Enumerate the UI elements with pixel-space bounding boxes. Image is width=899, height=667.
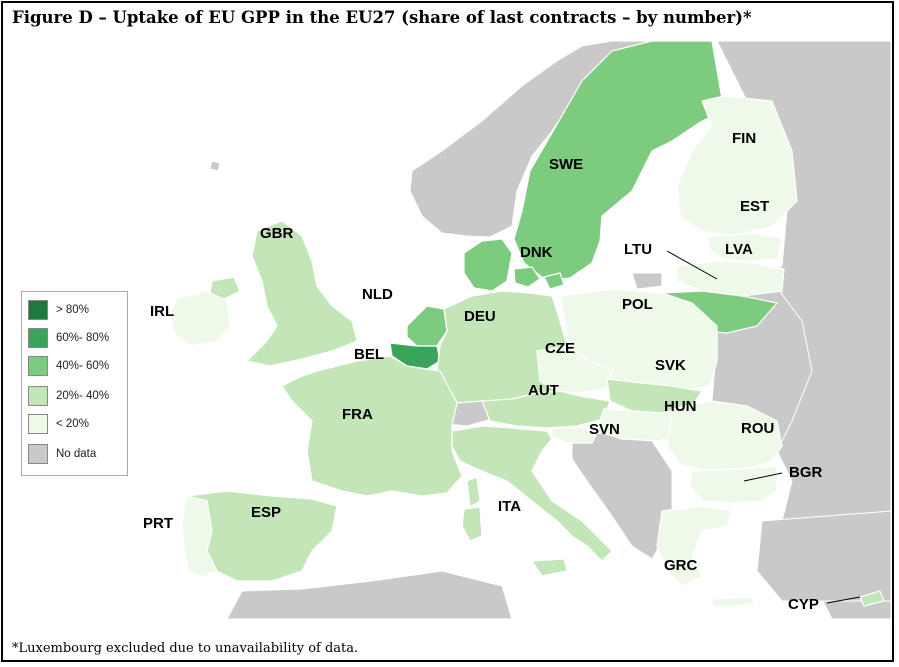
country-labels: SWE FIN EST LVA LTU DNK GBR IRL NLD BEL … [143, 130, 823, 613]
legend-item-gt80: > 80% [28, 300, 89, 320]
legend-swatch [28, 356, 48, 376]
country-grc-crete [711, 596, 755, 608]
label-est: EST [740, 198, 769, 215]
country-cze [536, 345, 613, 394]
country-gbr-ni [209, 276, 241, 300]
country-bgr [689, 465, 778, 504]
country-swe [513, 41, 725, 282]
map-legend: > 80% 60%- 80% 40%- 60% 20%- 40% < 20% N… [21, 291, 128, 476]
label-svn: SVN [589, 421, 620, 438]
footnote: *Luxembourg excluded due to unavailabili… [12, 641, 359, 656]
country-dnk-island [513, 266, 541, 288]
legend-item-20-40: 20%- 40% [28, 386, 109, 406]
label-fin: FIN [732, 130, 756, 147]
region-kaliningrad [631, 272, 663, 290]
legend-item-lt20: < 20% [28, 414, 89, 434]
label-cze: CZE [545, 340, 575, 357]
region-norway [409, 41, 653, 238]
legend-swatch [28, 444, 48, 464]
legend-item-no-data: No data [28, 444, 96, 464]
country-fra [281, 355, 463, 497]
legend-label: > 80% [56, 304, 89, 316]
legend-swatch [28, 300, 48, 320]
bgr-leader-line [743, 472, 783, 482]
country-fra-corsica [466, 476, 481, 508]
label-swe: SWE [549, 156, 583, 173]
label-ltu: LTU [624, 241, 652, 258]
legend-item-40-60: 40%- 60% [28, 356, 109, 376]
country-ita-sicily [530, 558, 568, 577]
legend-swatch [28, 414, 48, 434]
label-grc: GRC [664, 557, 698, 574]
country-ita-sardinia [461, 506, 483, 542]
country-dnk [463, 238, 513, 292]
country-gbr [245, 220, 358, 367]
country-ita [451, 425, 613, 562]
legend-label: < 20% [56, 418, 89, 430]
region-north-africa [226, 570, 513, 619]
label-bgr: BGR [789, 464, 823, 481]
label-dnk: DNK [520, 244, 553, 261]
country-rou [666, 400, 783, 472]
label-cyp: CYP [788, 596, 819, 613]
country-svn [551, 426, 598, 444]
country-est [706, 232, 783, 262]
leader-lines [666, 250, 861, 604]
legend-label: 20%- 40% [56, 390, 110, 402]
country-prt [181, 495, 218, 578]
country-lva [676, 260, 785, 297]
map-svg: SWE FIN EST LVA LTU DNK GBR IRL NLD BEL … [12, 41, 891, 619]
country-dnk-island-2 [543, 272, 565, 290]
label-hun: HUN [664, 398, 697, 415]
label-irl: IRL [150, 303, 174, 320]
label-esp: ESP [251, 504, 281, 521]
country-bel [389, 342, 441, 370]
legend-label: 60%- 80% [56, 332, 110, 344]
no-data-regions [209, 41, 891, 619]
country-grc [656, 505, 733, 587]
label-bel: BEL [354, 346, 384, 363]
legend-swatch [28, 328, 48, 348]
label-ita: ITA [498, 498, 521, 515]
region-faroe [209, 160, 221, 172]
legend-item-60-80: 60%- 80% [28, 328, 109, 348]
country-nld [406, 305, 448, 347]
cyp-leader-line [826, 596, 861, 604]
label-gbr: GBR [260, 225, 294, 242]
label-svk: SVK [655, 357, 686, 374]
label-deu: DEU [464, 308, 496, 325]
region-turkey [756, 510, 891, 602]
legend-swatch [28, 386, 48, 406]
legend-label: No data [56, 448, 97, 460]
label-prt: PRT [143, 515, 173, 532]
label-pol: POL [622, 296, 653, 313]
legend-label: 40%- 60% [56, 360, 110, 372]
eu-countries [169, 41, 885, 608]
label-lva: LVA [725, 241, 753, 258]
europe-map: SWE FIN EST LVA LTU DNK GBR IRL NLD BEL … [12, 41, 891, 619]
ltu-leader-line [666, 250, 718, 280]
label-aut: AUT [528, 382, 559, 399]
label-rou: ROU [741, 420, 774, 437]
country-cyp [859, 590, 885, 607]
figure-title: Figure D – Uptake of EU GPP in the EU27 … [12, 8, 752, 27]
label-nld: NLD [362, 286, 393, 303]
label-fra: FRA [342, 406, 373, 423]
